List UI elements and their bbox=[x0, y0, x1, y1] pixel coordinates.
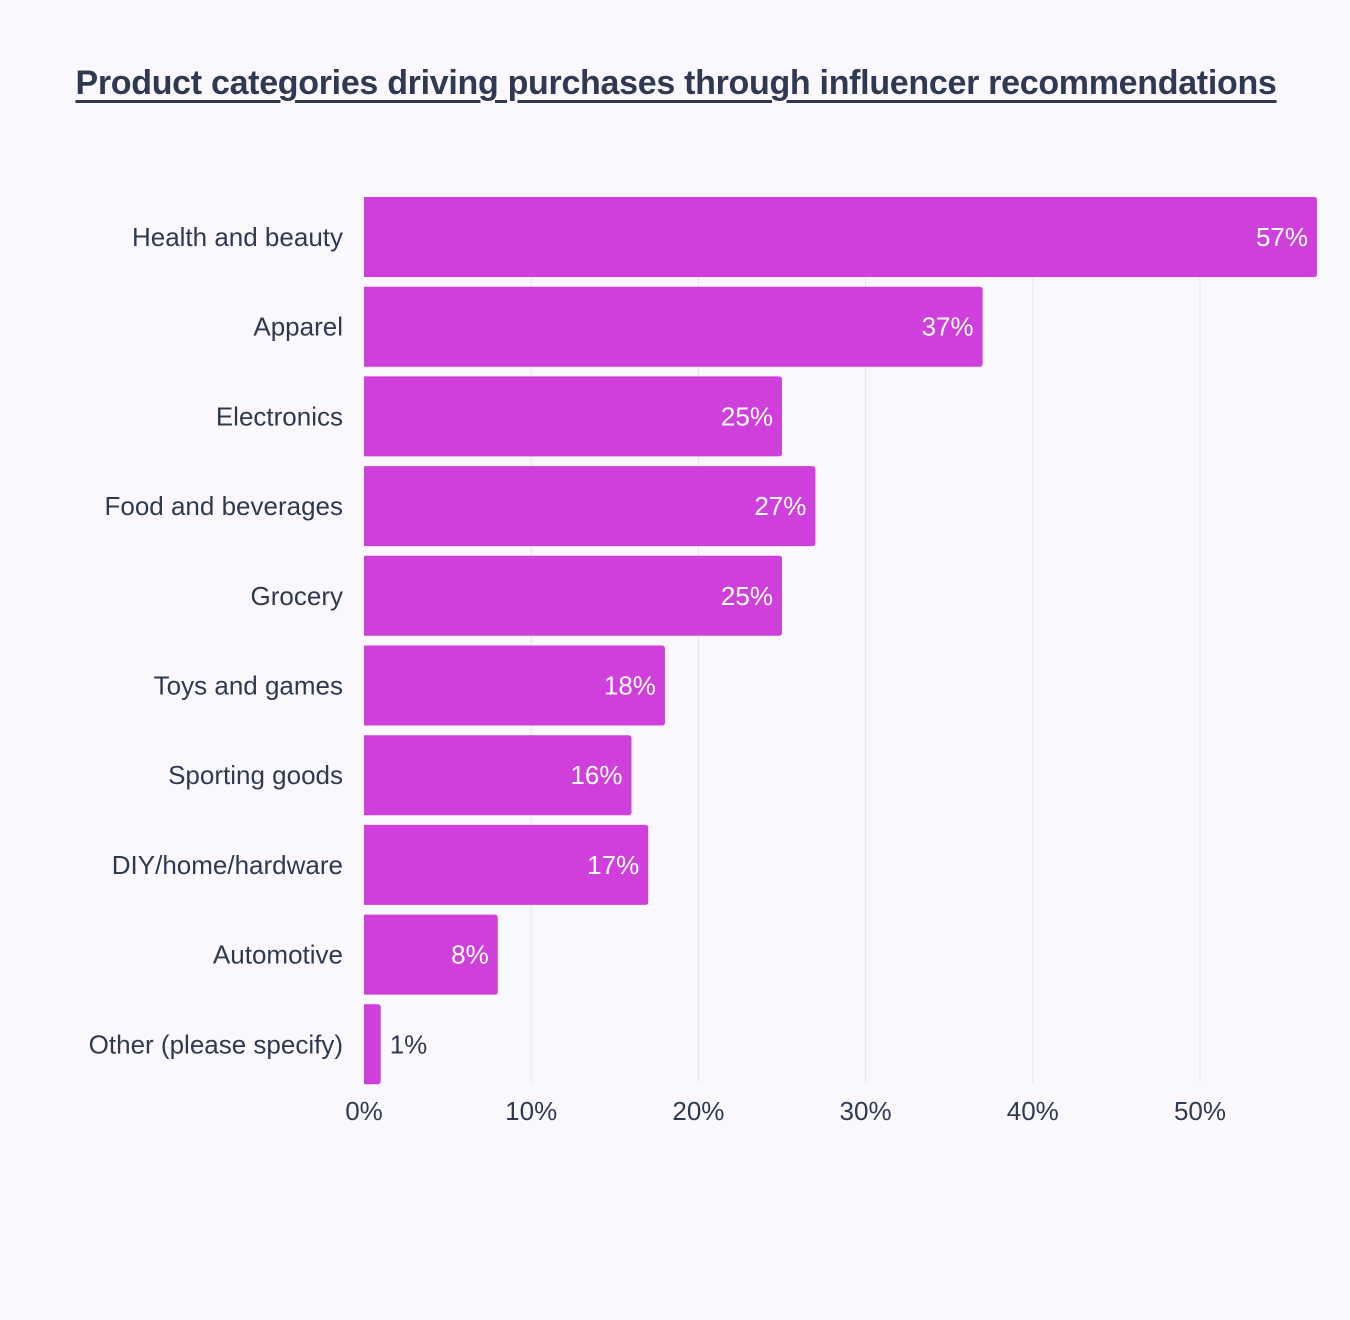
x-tick-label: 40% bbox=[1007, 1096, 1059, 1126]
x-axis-tick-labels: 0% 10% 20% 30% 40% 50% bbox=[345, 1096, 1226, 1126]
value-label: 18% bbox=[604, 671, 656, 701]
category-label: Electronics bbox=[216, 401, 343, 431]
bar bbox=[364, 286, 983, 367]
x-tick-label: 20% bbox=[672, 1096, 724, 1126]
x-tick-label: 10% bbox=[505, 1096, 557, 1126]
bar bbox=[364, 645, 665, 726]
value-label: 25% bbox=[721, 401, 773, 431]
category-label: Sporting goods bbox=[168, 760, 343, 790]
chart-title: Product categories driving purchases thr… bbox=[75, 64, 1277, 102]
value-label: 57% bbox=[1256, 222, 1308, 252]
category-label: DIY/home/hardware bbox=[112, 850, 343, 880]
value-label: 25% bbox=[721, 581, 773, 611]
bar bbox=[364, 376, 782, 457]
x-tick-label: 0% bbox=[345, 1096, 383, 1126]
bar bbox=[364, 466, 816, 547]
x-tick-label: 30% bbox=[840, 1096, 892, 1126]
category-label: Toys and games bbox=[154, 671, 343, 701]
bar bbox=[364, 197, 1317, 277]
category-label: Health and beauty bbox=[132, 222, 343, 252]
category-labels: Health and beauty Apparel Electronics Food … bbox=[89, 222, 343, 1059]
category-label: Grocery bbox=[251, 581, 343, 611]
bars bbox=[364, 197, 1317, 1085]
value-label: 37% bbox=[922, 312, 974, 342]
bar bbox=[364, 914, 498, 995]
category-label: Food and beverages bbox=[104, 491, 343, 521]
value-label: 27% bbox=[754, 491, 806, 521]
value-label: 16% bbox=[570, 760, 622, 790]
value-label: 8% bbox=[451, 940, 489, 970]
value-label: 17% bbox=[587, 850, 639, 880]
category-label: Apparel bbox=[253, 312, 343, 342]
x-tick-label: 50% bbox=[1174, 1096, 1226, 1126]
category-label: Other (please specify) bbox=[89, 1029, 343, 1059]
bar bbox=[364, 1004, 381, 1085]
category-label: Automotive bbox=[213, 940, 343, 970]
bar bbox=[364, 735, 632, 816]
value-label: 1% bbox=[390, 1029, 428, 1059]
value-labels: 57% 37% 25% 27% 25% 18% 16% 17% 8% 1% bbox=[390, 222, 1308, 1059]
bar bbox=[364, 824, 649, 905]
bar bbox=[364, 555, 782, 636]
